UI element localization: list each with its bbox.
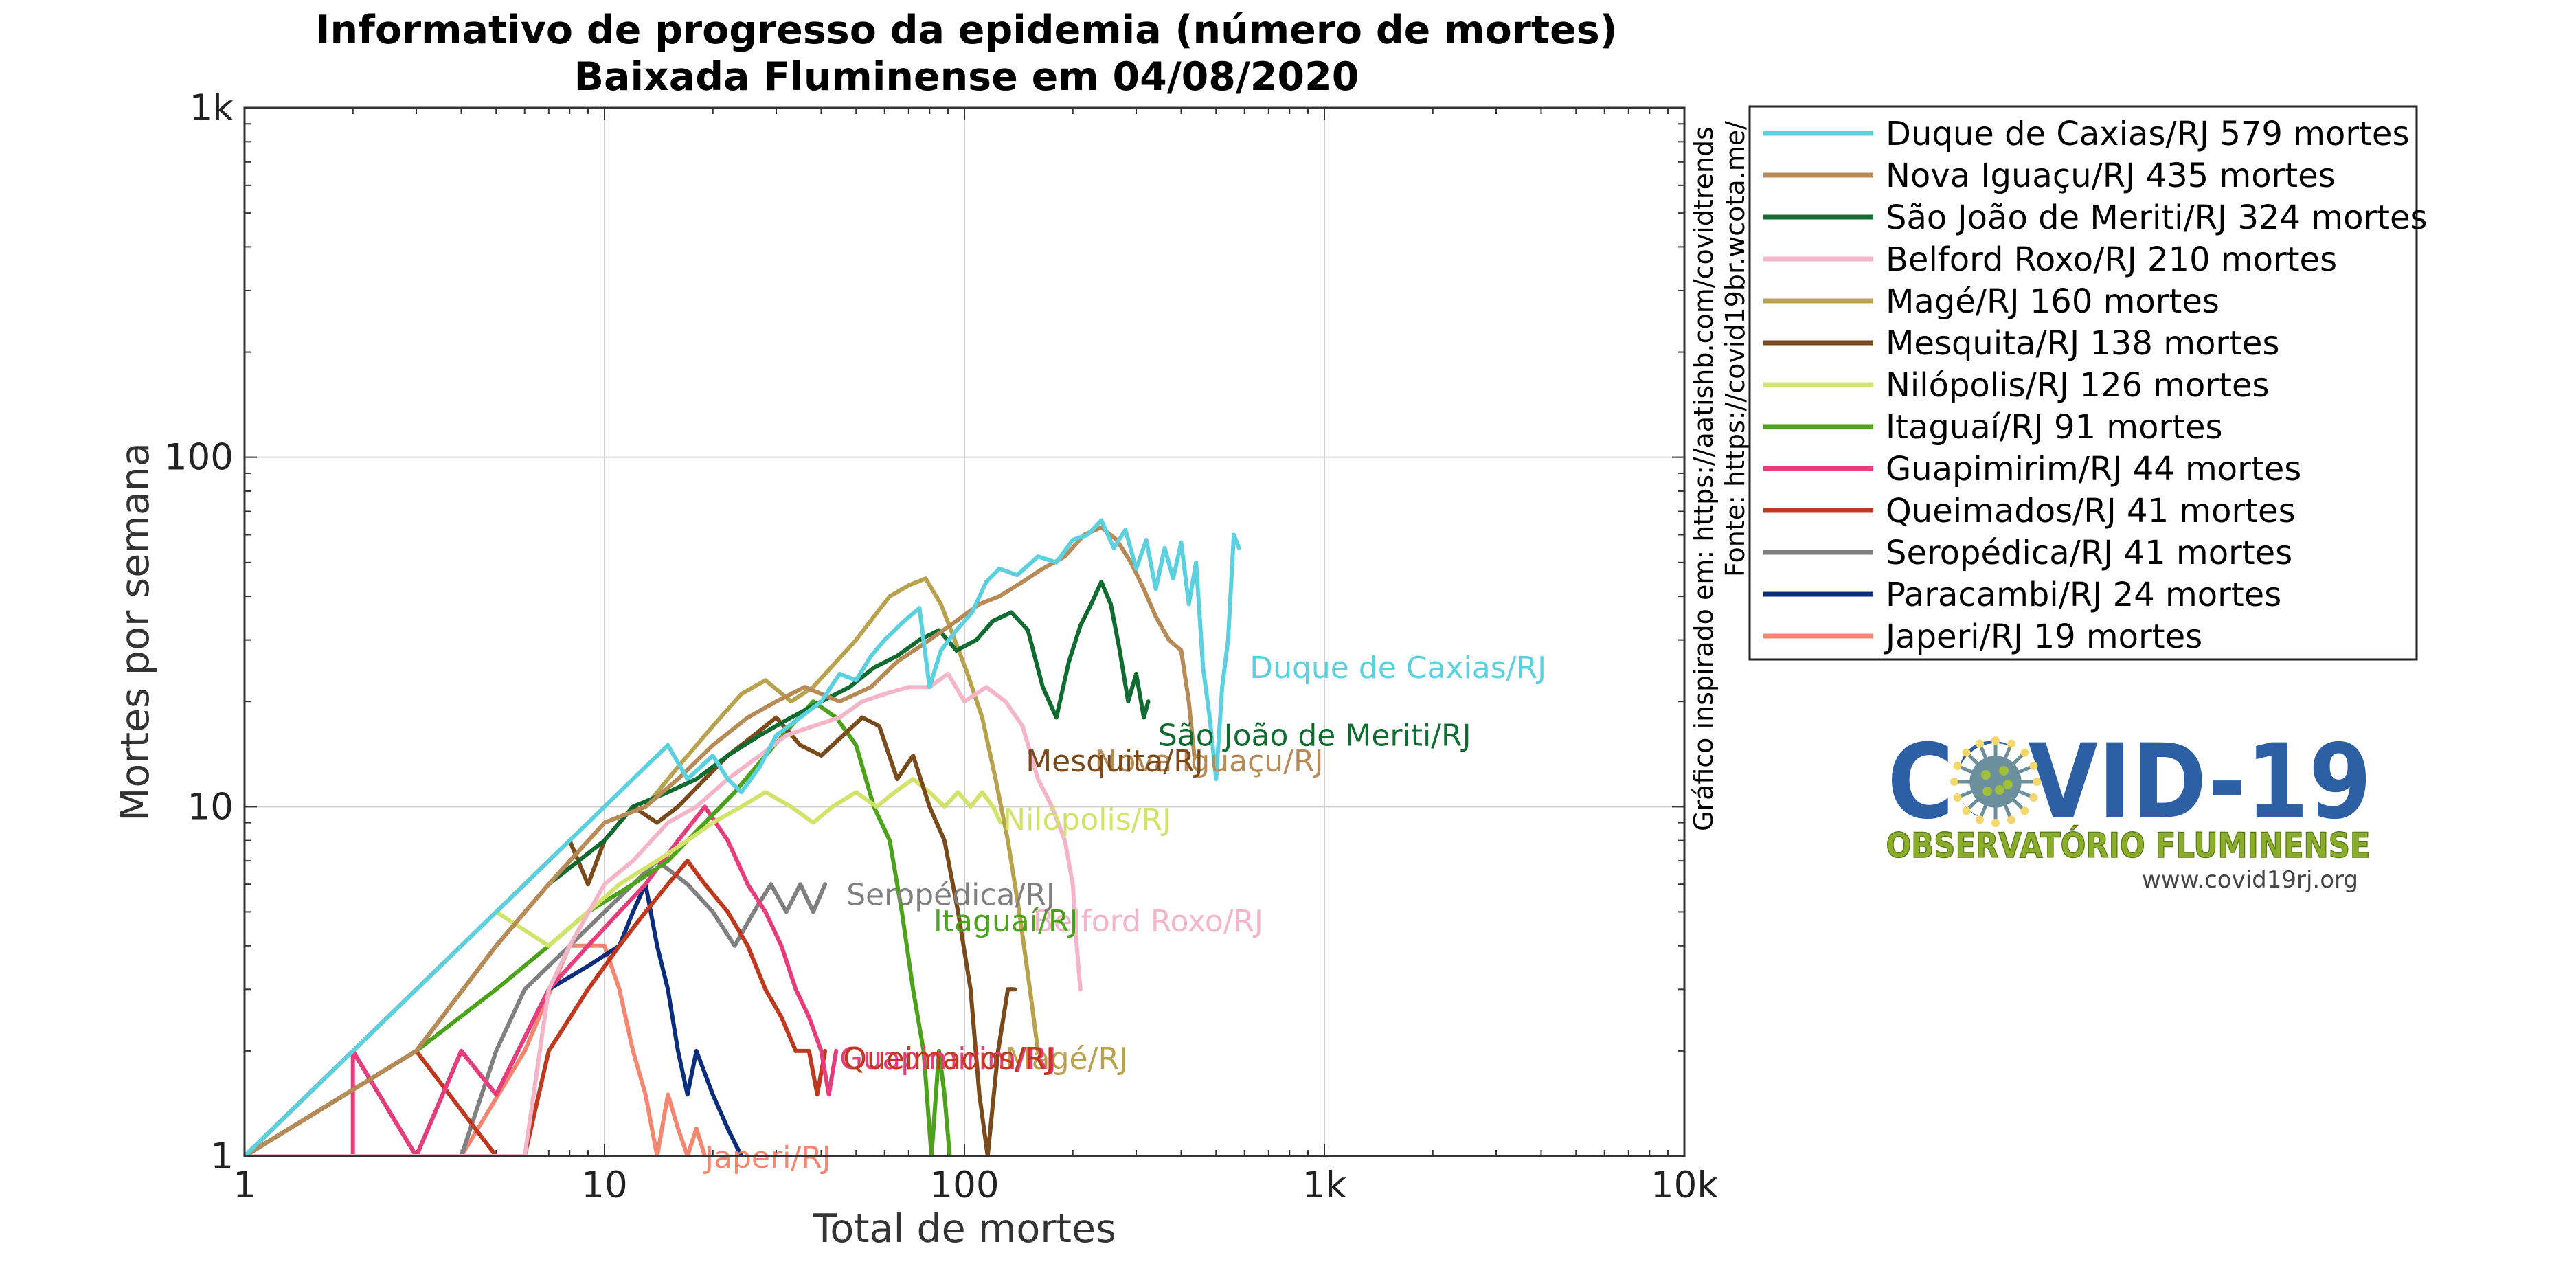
legend-label: São João de Meriti/RJ 324 mortes [1886, 199, 2428, 237]
series-end-label-nilopolis: Nilópolis/RJ [1003, 802, 1171, 837]
covid19-logo: COVID-19 OBSERVATÓRIO FLUMINENSE www.cov… [1886, 723, 2372, 894]
virus-icon [1950, 736, 2041, 827]
chart-title: Informativo de progresso da epidemia (nú… [315, 8, 1618, 100]
virus-spike-tip [2033, 778, 2041, 786]
series-end-label-guapimirim: Guapimirim/RJ [839, 1041, 1057, 1076]
legend-item-seropedica: Seropédica/RJ 41 mortes [1763, 534, 2292, 572]
legend-item-japeri: Japeri/RJ 19 mortes [1763, 618, 2202, 656]
legend-label: Guapimirim/RJ 44 mortes [1886, 450, 2301, 488]
series-end-label-queimados: Queimados/RJ [843, 1041, 1054, 1076]
series-line-japeri [245, 943, 708, 1156]
logo-url-text: www.covid19rj.org [2142, 866, 2358, 894]
axis-ticks: 1 10 100 1k 10k 1 10 100 1k [164, 87, 1719, 1206]
legend-label: Japeri/RJ 19 mortes [1884, 618, 2202, 656]
legend-label: Nova Iguaçu/RJ 435 mortes [1886, 157, 2336, 195]
series-end-label-belford-roxo: Belford Roxo/RJ [1033, 904, 1263, 939]
x-tick-label: 10 [581, 1164, 627, 1206]
x-tick-label: 100 [929, 1164, 999, 1206]
virus-spike-tip [1976, 739, 1985, 748]
y-axis-label: Mortes por semana [113, 442, 158, 822]
logo-sub-text: OBSERVATÓRIO FLUMINENSE [1886, 825, 2371, 866]
y-tick-label: 1k [190, 87, 234, 129]
series-end-label-nova-iguacu: Nova Iguaçu/RJ [1095, 744, 1324, 779]
virus-dot [1981, 770, 1991, 780]
series-end-label-itaguai: Itaguaí/RJ [934, 904, 1078, 939]
y-tick-label: 1 [210, 1136, 234, 1177]
virus-spike-tip [2007, 739, 2015, 748]
chart-title-line-1: Informativo de progresso da epidemia (nú… [315, 8, 1618, 53]
series-line-nilopolis [245, 777, 1003, 1156]
series-line-mesquita [245, 715, 1017, 1156]
series-line-guapimirim [245, 804, 839, 1156]
virus-spike-tip [1991, 819, 2000, 827]
legend-item-mesquita: Mesquita/RJ 138 mortes [1763, 324, 2279, 363]
legend-item-nilopolis: Nilópolis/RJ 126 mortes [1763, 366, 2270, 405]
virus-dot [1999, 766, 2009, 776]
virus-dot [1995, 785, 2004, 795]
legend-label: Duque de Caxias/RJ 579 mortes [1886, 115, 2409, 153]
legend-item-belford-roxo: Belford Roxo/RJ 210 mortes [1763, 240, 2337, 279]
x-tick-label: 1k [1302, 1164, 1347, 1206]
legend-item-nova-iguacu: Nova Iguaçu/RJ 435 mortes [1763, 157, 2336, 195]
virus-spike-tip [2029, 762, 2038, 771]
virus-dot [2003, 780, 2013, 789]
series-end-label-japeri: Japeri/RJ [703, 1140, 831, 1175]
source-credits: Gráfico inspirado em: https://aatishb.co… [1688, 121, 1750, 831]
source-line-inspired: Gráfico inspirado em: https://aatishb.co… [1688, 126, 1719, 831]
legend-label: Magé/RJ 160 mortes [1886, 282, 2219, 321]
series-layer [245, 518, 1241, 1156]
legend-item-paracambi: Paracambi/RJ 24 mortes [1763, 576, 2281, 614]
virus-spike-tip [1953, 762, 1962, 771]
legend-item-mage: Magé/RJ 160 mortes [1763, 282, 2219, 321]
series-end-label-duque-de-caxias: Duque de Caxias/RJ [1250, 651, 1546, 686]
series-end-label-sao-joao-de-meriti: São João de Meriti/RJ [1158, 719, 1471, 754]
virus-spike-tip [2020, 806, 2029, 815]
legend-label: Queimados/RJ 41 mortes [1886, 492, 2296, 530]
y-tick-label: 10 [188, 786, 234, 828]
virus-body [1969, 756, 2022, 808]
series-line-nova-iguacu [245, 525, 1197, 1156]
x-tick-label: 1 [233, 1164, 256, 1206]
virus-spike-tip [1962, 748, 1971, 757]
virus-spike-tip [2020, 748, 2029, 757]
virus-spike-tip [1962, 806, 1971, 815]
virus-spike-tip [2029, 793, 2038, 802]
legend: Duque de Caxias/RJ 579 mortes Nova Iguaçu… [1748, 105, 2428, 661]
grid [245, 108, 1684, 1156]
series-end-label-mesquita: Mesquita/RJ [1026, 744, 1204, 779]
virus-spike-tip [1953, 793, 1962, 802]
virus-dot [1982, 787, 1992, 796]
legend-item-sao-joao-de-meriti: São João de Meriti/RJ 324 mortes [1763, 199, 2428, 237]
virus-spike-tip [1991, 736, 2000, 745]
chart-title-line-2: Baixada Fluminense em 04/08/2020 [574, 54, 1359, 100]
virus-spike-tip [1976, 815, 1985, 824]
legend-item-guapimirim: Guapimirim/RJ 44 mortes [1763, 450, 2301, 488]
legend-label: Nilópolis/RJ 126 mortes [1886, 366, 2270, 405]
series-line-queimados [245, 859, 828, 1156]
series-line-belford-roxo [245, 671, 1083, 1156]
virus-spike-tip [2007, 815, 2015, 824]
virus-spike-tip [1950, 778, 1958, 786]
plot-frame [243, 106, 1686, 1157]
legend-label: Mesquita/RJ 138 mortes [1886, 324, 2279, 363]
source-line-data: Fonte: https://covid19br.wcota.me/ [1720, 121, 1750, 577]
x-tick-label: 10k [1651, 1164, 1718, 1206]
x-axis-label: Total de mortes [812, 1206, 1116, 1252]
legend-label: Itaguaí/RJ 91 mortes [1886, 408, 2223, 447]
legend-label: Paracambi/RJ 24 mortes [1886, 576, 2281, 614]
series-end-label-seropedica: Seropédica/RJ [846, 877, 1055, 912]
legend-label: Seropédica/RJ 41 mortes [1886, 534, 2292, 572]
legend-label: Belford Roxo/RJ 210 mortes [1886, 240, 2337, 279]
y-tick-label: 100 [164, 437, 234, 479]
legend-item-queimados: Queimados/RJ 41 mortes [1763, 492, 2296, 530]
legend-item-itaguai: Itaguaí/RJ 91 mortes [1763, 408, 2223, 447]
legend-item-duque-de-caxias: Duque de Caxias/RJ 579 mortes [1763, 115, 2409, 153]
series-end-label-mage: Magé/RJ [1006, 1041, 1128, 1076]
series-line-duque-de-caxias [245, 518, 1241, 1156]
